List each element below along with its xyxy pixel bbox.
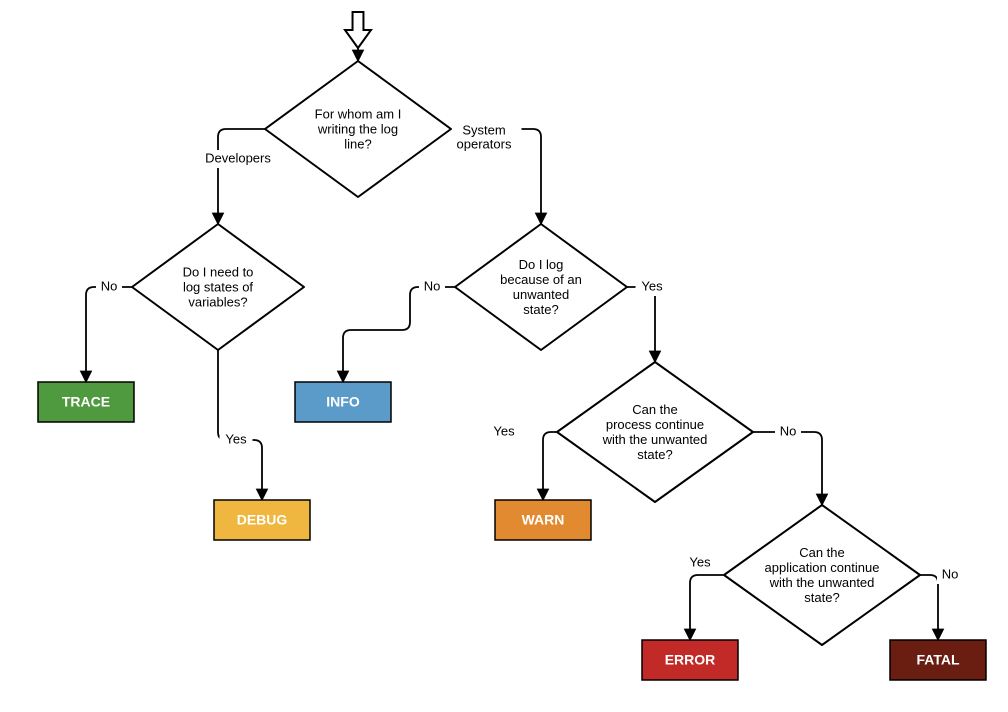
edge-q4-no <box>753 432 822 505</box>
decision-label: application continue <box>765 560 880 575</box>
decision-label: line? <box>344 136 371 151</box>
edge-q1-left <box>218 129 265 224</box>
edge-q5-yes <box>690 575 724 640</box>
edge-label: Developers <box>205 150 271 165</box>
decision-label: unwanted <box>513 287 569 302</box>
edge-q2-no <box>86 287 132 382</box>
decision-label: state? <box>804 590 839 605</box>
edge-q3-yes <box>627 287 655 362</box>
decision-label: with the unwanted <box>769 575 875 590</box>
edge-label: Yes <box>641 278 663 293</box>
terminal-label: WARN <box>522 512 565 528</box>
start-arrow <box>345 12 371 48</box>
edge-label: Yes <box>225 431 247 446</box>
decision-label: For whom am I <box>315 106 402 121</box>
edge-label: No <box>424 278 441 293</box>
decision-label: Can the <box>632 402 678 417</box>
decision-label: because of an <box>500 272 582 287</box>
terminal-label: INFO <box>326 394 360 410</box>
edge-label: No <box>101 278 118 293</box>
terminal-label: ERROR <box>665 652 716 668</box>
decision-label: Do I log <box>519 257 564 272</box>
decision-label: Can the <box>799 545 845 560</box>
decision-label: log states of <box>183 279 253 294</box>
decision-label: variables? <box>188 294 247 309</box>
edge-q2-yes <box>218 350 262 500</box>
edge-q5-no <box>920 575 938 640</box>
edge-q3-no <box>343 287 455 382</box>
terminal-label: FATAL <box>916 652 959 668</box>
terminal-label: DEBUG <box>237 512 288 528</box>
edge-label: operators <box>457 136 512 151</box>
decision-label: Do I need to <box>183 264 254 279</box>
edge-label: Yes <box>493 423 515 438</box>
decision-label: writing the log <box>317 121 398 136</box>
decision-label: process continue <box>606 417 704 432</box>
edge-label: Yes <box>689 554 711 569</box>
decision-label: state? <box>637 447 672 462</box>
terminal-label: TRACE <box>62 394 110 410</box>
edge-label: System <box>462 122 505 137</box>
decision-label: state? <box>523 302 558 317</box>
edge-label: No <box>780 423 797 438</box>
edge-label: No <box>942 566 959 581</box>
edge-q4-yes <box>543 432 557 500</box>
decision-label: with the unwanted <box>602 432 708 447</box>
